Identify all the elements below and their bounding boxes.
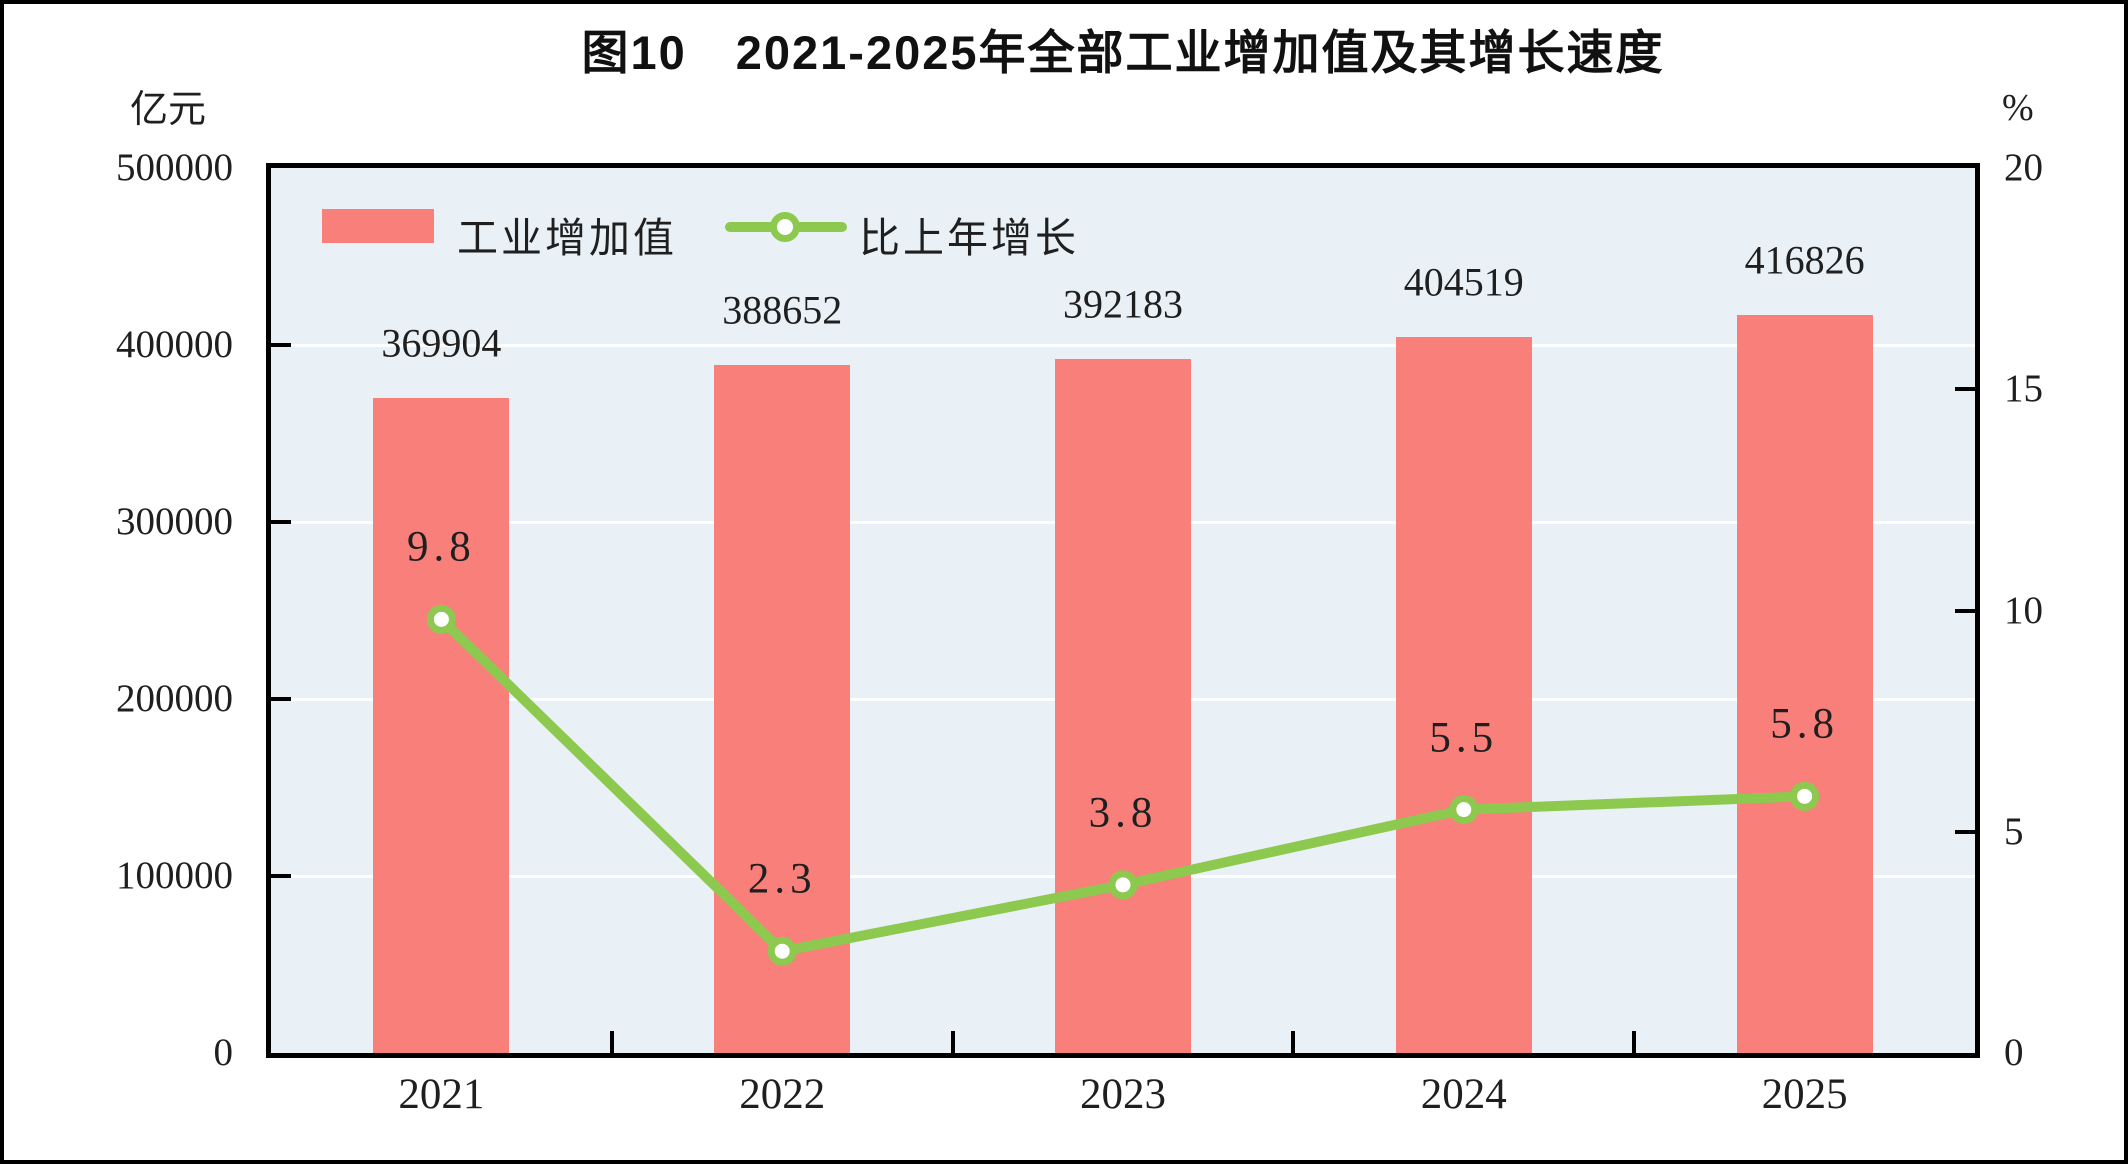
x-axis-label-2024: 2024 [1420, 1071, 1507, 1118]
bar-value-label: 392183 [1063, 281, 1183, 327]
bar-2021 [373, 398, 510, 1053]
left-axis-tick-mark [271, 343, 291, 347]
x-axis-label-2023: 2023 [1080, 1071, 1166, 1118]
bar-2024 [1395, 337, 1532, 1053]
plot-inner: 工业增加值 比上年增长 369904 388652 392183 404519 4168… [271, 168, 1975, 1053]
x-axis-tick-mark [950, 1031, 955, 1053]
line-value-label: 9.8 [407, 523, 476, 571]
line-marker-2021 [426, 604, 456, 634]
right-axis-tick-label: 5 [2004, 809, 2024, 853]
right-axis-tick-label: 0 [2004, 1031, 2024, 1074]
left-axis-tick-mark [271, 874, 291, 878]
left-axis-tick-label: 500000 [116, 146, 233, 189]
legend-line-label: 比上年增长 [859, 215, 1079, 261]
growth-line [436, 614, 1810, 957]
bar-2023 [1055, 358, 1191, 1053]
line-marker-2023 [1108, 870, 1138, 900]
right-axis-tick-mark [1955, 387, 1975, 392]
x-axis-label-2022: 2022 [739, 1071, 826, 1118]
left-axis-unit-label: 亿元 [129, 89, 206, 131]
right-axis-tick-label: 20 [2004, 146, 2043, 189]
bar-value-label: 404519 [1403, 259, 1524, 305]
bar-value-label: 369904 [381, 320, 502, 366]
line-value-label: 2.3 [747, 855, 817, 903]
x-axis-label-2021: 2021 [398, 1071, 485, 1118]
line-marker-2022 [767, 936, 797, 966]
x-axis-tick-mark [1632, 1031, 1637, 1053]
bar-value-label: 388652 [722, 287, 843, 333]
plot-area: 工业增加值 比上年增长 369904 388652 392183 404519 4168… [266, 163, 1980, 1058]
x-axis-label-2025: 2025 [1761, 1071, 1848, 1118]
line-marker-2024 [1449, 795, 1479, 825]
x-axis-tick-mark [609, 1031, 614, 1053]
gridline [271, 343, 1975, 347]
right-axis-tick-label: 15 [2004, 367, 2043, 411]
legend-bar-swatch [322, 209, 434, 243]
line-value-label: 3.8 [1088, 789, 1158, 837]
left-axis-tick-label: 100000 [116, 854, 233, 897]
growth-line-plot [426, 604, 1820, 966]
x-axis-tick-mark [1291, 1031, 1296, 1053]
left-axis-tick-mark [271, 697, 291, 701]
left-axis-tick-label: 300000 [116, 500, 233, 543]
right-axis-tick-mark [1955, 608, 1975, 613]
line-marker-2025 [1790, 781, 1820, 811]
line-value-label: 5.8 [1770, 700, 1839, 748]
right-axis-unit-label: % [2002, 87, 2034, 129]
chart-title: 图10 2021-2025年全部工业增加值及其增长速度 [581, 26, 1665, 79]
bar-value-label: 416826 [1744, 237, 1865, 283]
legend-line-marker-icon [770, 212, 800, 242]
left-axis-tick-mark [271, 520, 291, 524]
legend-bar-label: 工业增加值 [457, 215, 677, 261]
left-axis-tick-label: 0 [213, 1031, 234, 1074]
right-axis-tick-mark [1955, 829, 1975, 834]
left-axis-tick-label: 400000 [116, 323, 233, 366]
right-axis-tick-label: 10 [2004, 588, 2043, 632]
line-value-label: 5.5 [1429, 714, 1499, 762]
left-axis-tick-label: 200000 [116, 677, 233, 720]
bar-2025 [1736, 315, 1873, 1053]
